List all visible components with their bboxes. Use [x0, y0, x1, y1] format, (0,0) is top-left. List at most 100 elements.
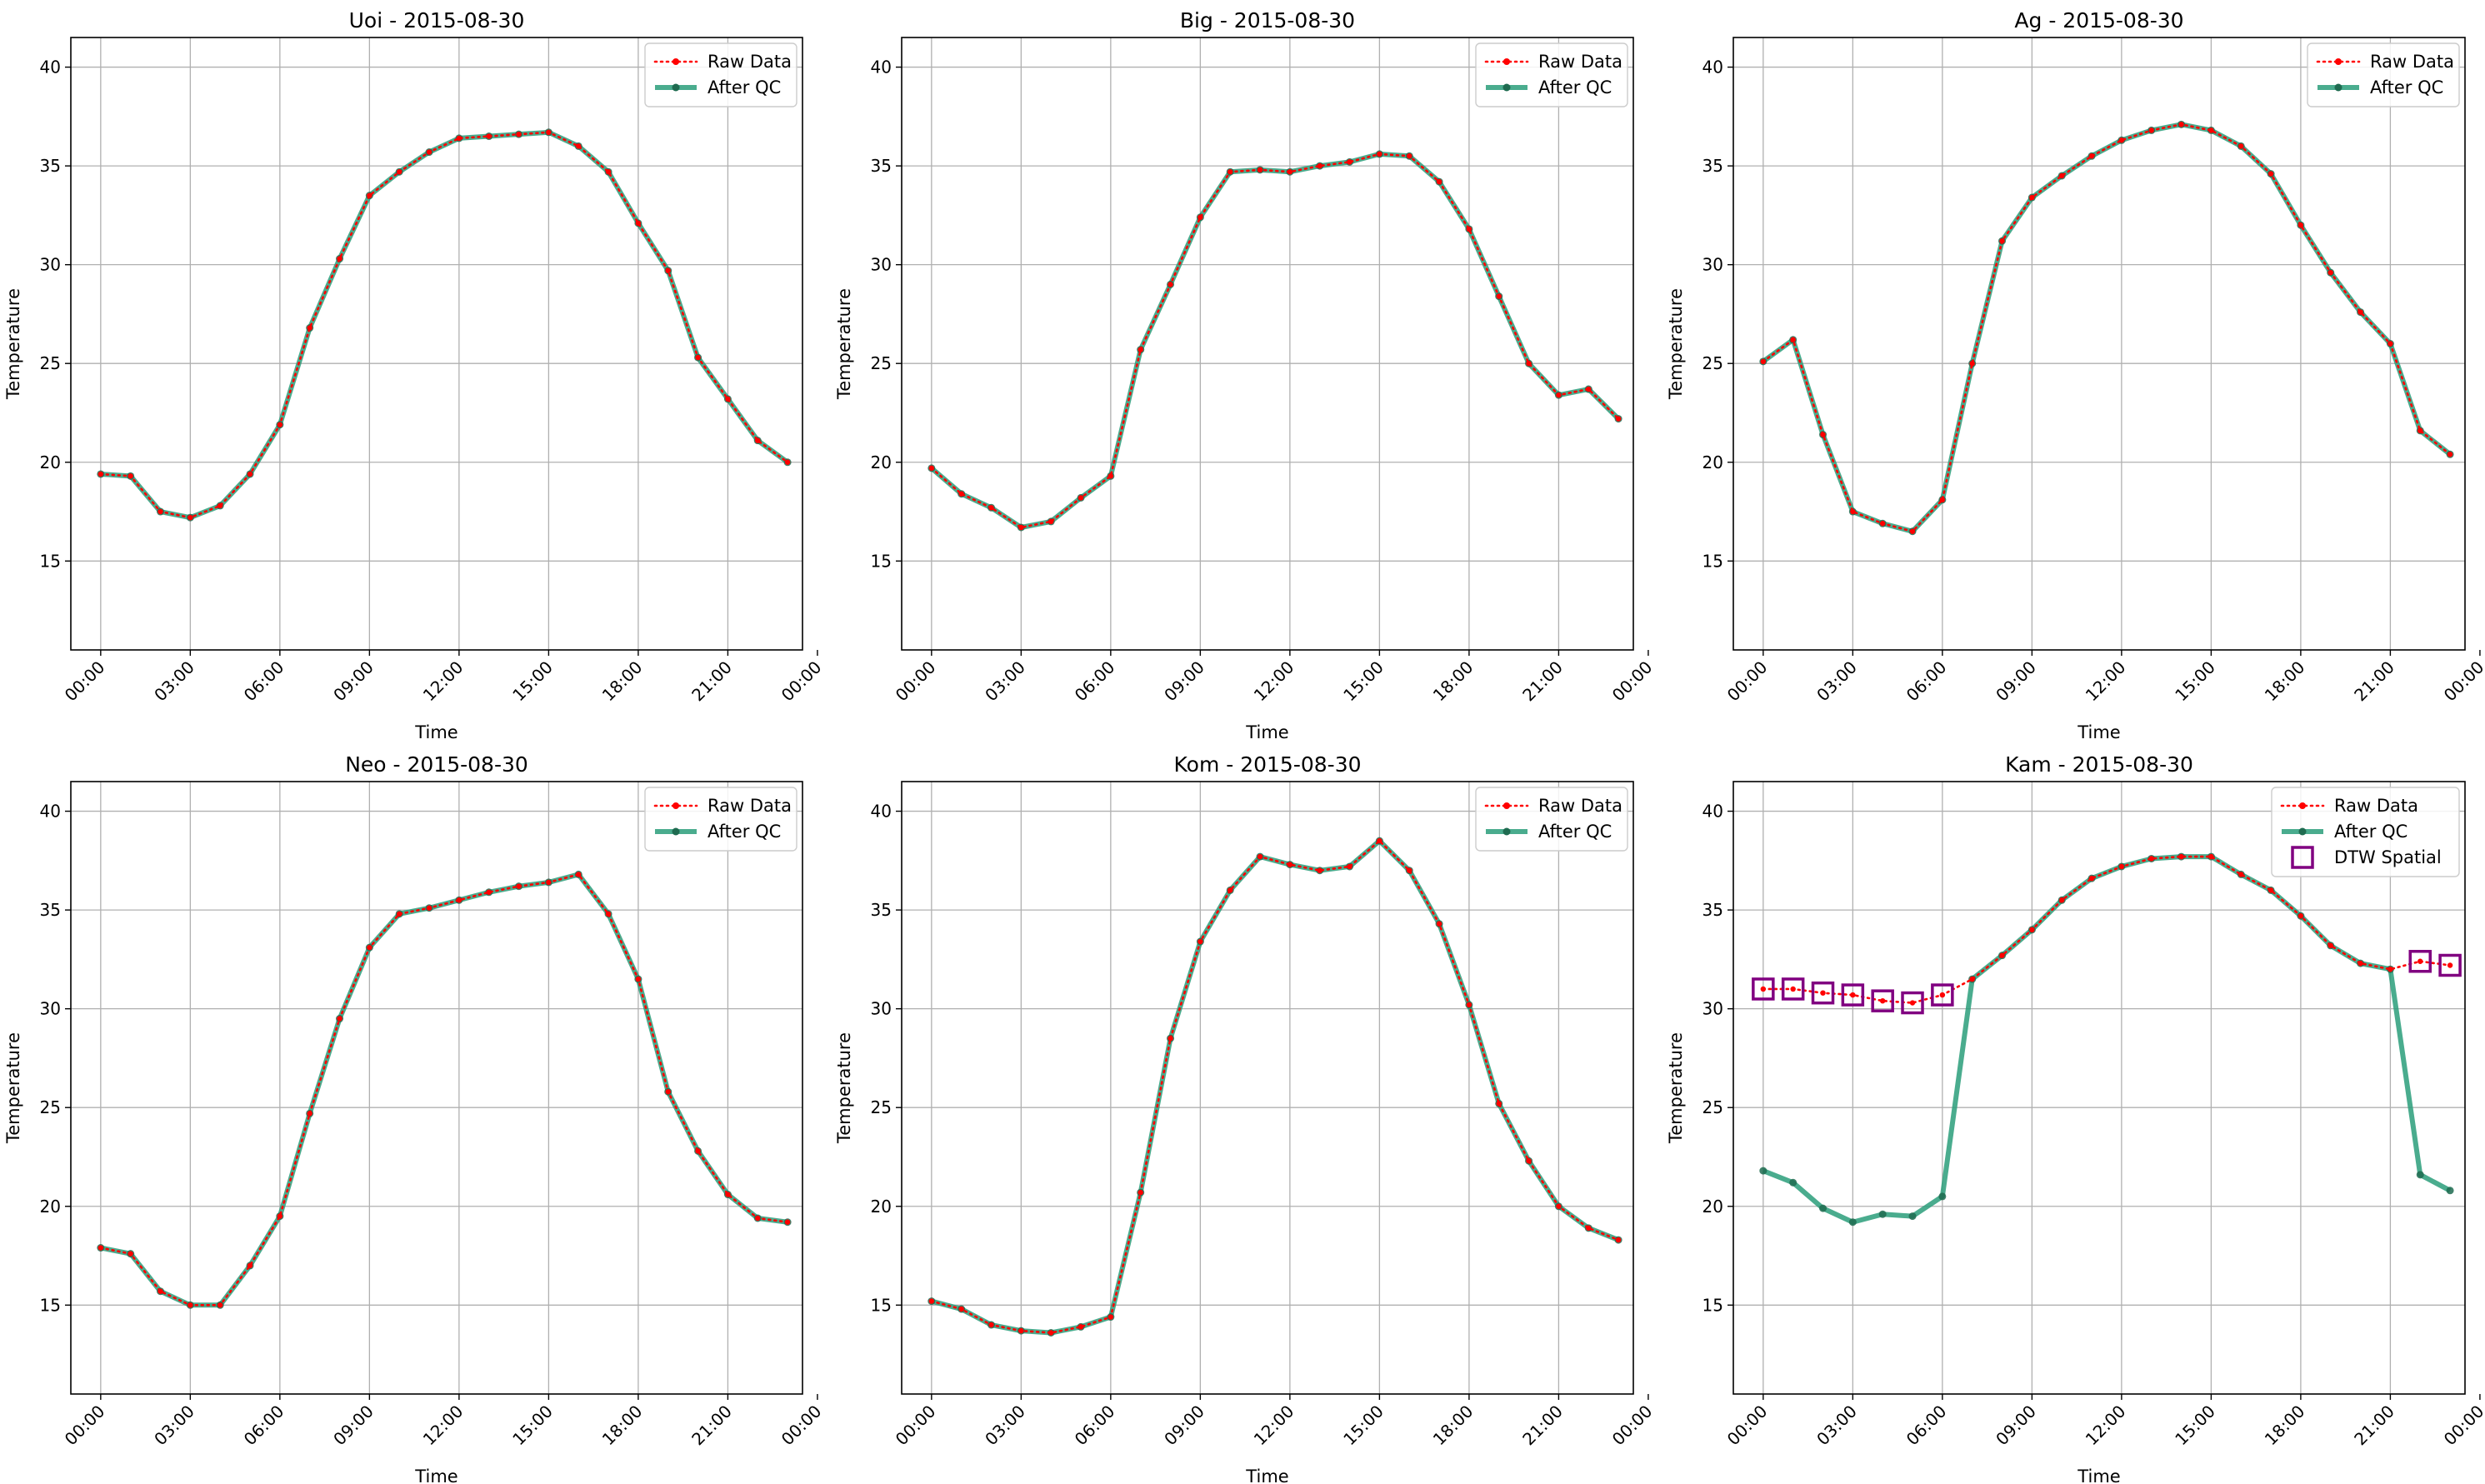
raw-data-point [1228, 887, 1233, 893]
raw-data-point [1615, 1237, 1622, 1243]
legend-label: After QC [708, 822, 781, 842]
raw-data-point [2418, 958, 2423, 964]
raw-data-point [1879, 997, 1886, 1004]
dtw-spatial-marker [1781, 977, 1805, 1001]
raw-data-point [1436, 921, 1442, 927]
series-raw-data [928, 837, 1622, 1336]
y-tick-label: 25 [40, 353, 61, 373]
y-tick-label: 40 [1702, 802, 1723, 822]
series-dtw-spatial [1752, 950, 2462, 1015]
x-tick-label: 00:00 [2440, 1402, 2485, 1450]
raw-data-point [725, 396, 731, 402]
y-tick-label: 30 [40, 255, 61, 275]
series-raw-data [928, 151, 1622, 531]
legend-marker-raw [2335, 58, 2342, 65]
x-tick-label: 18:00 [1429, 657, 1478, 706]
raw-data-point [1048, 1330, 1054, 1336]
raw-data-point [1198, 214, 1203, 220]
chart-panel-5: 15 20 25 30 35 40 00:00 03:00 06:00 09:00 12:00 15:… [834, 752, 1656, 1484]
after-qc-point [1819, 1204, 1828, 1212]
raw-data-point [456, 135, 462, 142]
raw-data-point [516, 883, 522, 889]
y-tick-label: 30 [871, 255, 892, 275]
x-axis-label: Time [2077, 722, 2120, 742]
raw-data-point [2059, 172, 2065, 179]
legend: Raw Data After QC [1475, 787, 1628, 852]
raw-data-point [158, 508, 163, 515]
x-tick-label: 03:00 [981, 657, 1029, 706]
x-tick-label: 00:00 [2440, 657, 2485, 706]
y-tick-label: 30 [1702, 255, 1723, 275]
after-qc-point [2446, 1187, 2454, 1195]
chart-panel-2: 15 20 25 30 35 40 00:00 03:00 06:00 09:00 12:00 15:… [834, 8, 1656, 742]
raw-data-point [1287, 862, 1293, 867]
series-after-qc [1759, 852, 2454, 1227]
raw-data-point [2358, 309, 2363, 315]
legend-label: Raw Data [1538, 796, 1622, 816]
after-qc-point [1878, 1210, 1887, 1218]
raw-data-point [337, 1016, 342, 1022]
raw-data-point [2447, 962, 2453, 968]
y-tick-label: 25 [871, 353, 892, 373]
raw-data-point [1939, 497, 1946, 503]
series-raw-data [1760, 853, 2453, 1006]
series-group [928, 150, 1622, 532]
raw-data-point [1526, 1158, 1532, 1164]
y-tick-label: 15 [871, 551, 892, 571]
x-tick-label: 18:00 [2261, 1402, 2309, 1450]
legend-label: Raw Data [708, 796, 792, 816]
raw-data-point [2447, 452, 2453, 457]
raw-data-point [695, 354, 701, 361]
y-tick-label: 15 [1702, 551, 1723, 571]
raw-data-point [217, 502, 223, 509]
dtw-spatial-marker [1901, 991, 1924, 1015]
x-tick-label: 03:00 [150, 657, 198, 706]
raw-data-point [605, 911, 612, 917]
x-tick-label: 15:00 [508, 1402, 557, 1450]
x-tick-label: 00:00 [1723, 657, 1772, 706]
legend: Raw Data After QC [644, 42, 798, 107]
x-tick-label: 00:00 [892, 1402, 940, 1450]
x-tick-label: 03:00 [1812, 657, 1861, 706]
raw-data-point [2208, 127, 2214, 133]
raw-data-point [1436, 178, 1442, 185]
raw-data-point [2118, 137, 2125, 143]
plot-frame [1732, 37, 2466, 651]
x-tick-label: 00:00 [892, 657, 940, 706]
legend-box [1475, 787, 1628, 852]
gridlines [902, 37, 1633, 650]
raw-data-point [1586, 1225, 1592, 1232]
raw-data-point [1496, 293, 1502, 299]
x-tick-label: 12:00 [1250, 657, 1298, 706]
y-tick-label: 15 [40, 1295, 61, 1315]
legend-box [2307, 42, 2460, 107]
raw-data-point [307, 325, 312, 331]
raw-data-point [2029, 927, 2035, 933]
raw-data-point [2328, 942, 2333, 948]
legend: Raw Data After QC [1475, 42, 1628, 107]
raw-data-point [665, 1089, 671, 1095]
legend-item: Raw Data [1484, 796, 1622, 816]
raw-data-line [930, 839, 1620, 1334]
y-tick-label: 30 [871, 999, 892, 1019]
y-tick-label: 25 [40, 1097, 61, 1117]
raw-data-point [217, 1302, 223, 1308]
x-tick-label: 21:00 [1518, 1402, 1567, 1450]
raw-data-point [486, 889, 492, 895]
after-qc-point [1789, 1178, 1798, 1187]
raw-data-point [2298, 913, 2304, 919]
raw-data-point [2148, 856, 2154, 862]
x-tick-label: 21:00 [688, 1402, 736, 1450]
raw-data-point [958, 1306, 964, 1312]
legend-marker-qc [2334, 83, 2342, 92]
legend-marker-qc [672, 827, 680, 836]
x-tick-label: 18:00 [1429, 1402, 1478, 1450]
x-tick-label: 00:00 [61, 1402, 109, 1450]
series-group [1752, 852, 2462, 1227]
x-axis-label: Time [414, 722, 458, 742]
gridlines [902, 782, 1633, 1394]
legend-label: After QC [1538, 822, 1612, 842]
x-tick-label: 00:00 [778, 657, 826, 706]
raw-data-point [1168, 282, 1173, 287]
